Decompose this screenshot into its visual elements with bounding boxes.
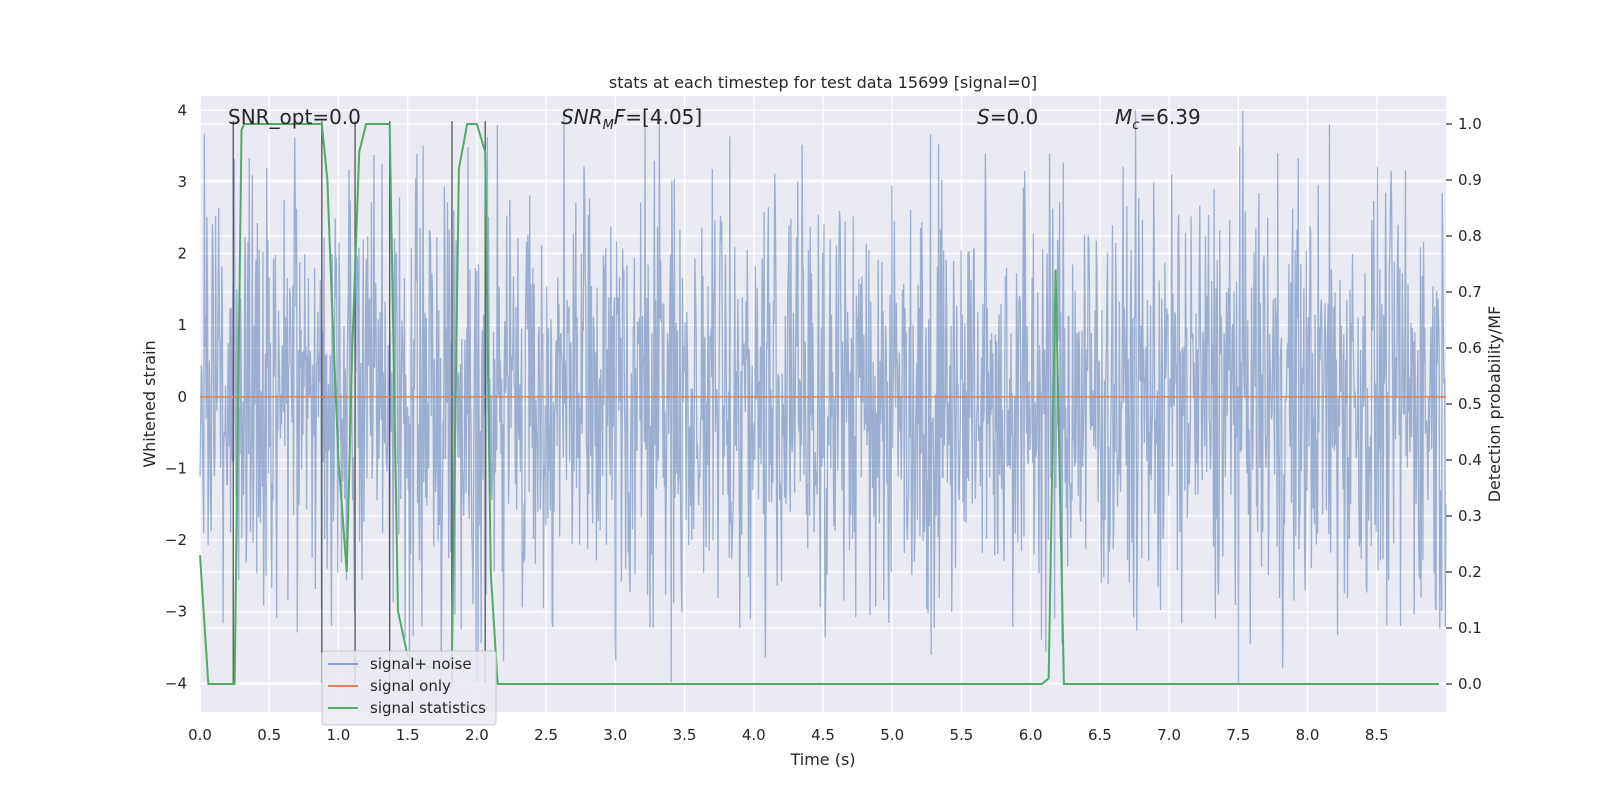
- annotation-subscript: M: [603, 118, 614, 133]
- vertical-markers: [232, 121, 486, 684]
- x-axis-ticks: 0.0 0.5 1.0 1.5 2.0 2.5 3.0 3.5 4.0 4.5 5.0 5.5 6.0 6…: [188, 726, 1389, 744]
- legend-label: signal statistics: [370, 699, 486, 717]
- x-tick-label: 8.0: [1296, 726, 1320, 744]
- x-tick-label: 0.0: [188, 726, 212, 744]
- y-tick-label: 1: [177, 316, 187, 334]
- y-right-tick-label: 0.9: [1458, 171, 1482, 189]
- annotation-mc-val: Mc=6.39: [1115, 105, 1201, 133]
- y-right-tick-label: 0.8: [1458, 227, 1482, 245]
- annotations: SNR_opt=0.0 SNRMF=[4.05] S=0.0 Mc=6.39: [228, 105, 1201, 133]
- chart-title: stats at each timestep for test data 156…: [609, 73, 1037, 92]
- y-right-tick-label: 0.5: [1458, 395, 1482, 413]
- x-tick-label: 4.0: [742, 726, 766, 744]
- y-tick-label: −2: [165, 531, 187, 549]
- annotation-symbol: M: [1115, 105, 1132, 129]
- legend: signal+ noise signal only signal statistic…: [321, 650, 497, 726]
- y-right-tick-label: 0.2: [1458, 563, 1482, 581]
- x-tick-label: 6.0: [1019, 726, 1043, 744]
- y-tick-label: 0: [177, 388, 187, 406]
- y-right-tick-label: 1.0: [1458, 115, 1482, 133]
- annotation-symbol: SNR: [561, 105, 603, 129]
- y-right-tick-label: 0.1: [1458, 619, 1482, 637]
- x-tick-label: 7.0: [1157, 726, 1181, 744]
- x-tick-label: 3.0: [603, 726, 627, 744]
- x-tick-label: 6.5: [1088, 726, 1112, 744]
- annotation-symbol-f: F: [614, 105, 626, 129]
- x-tick-label: 5.5: [950, 726, 974, 744]
- y-right-tick-label: 0.0: [1458, 675, 1482, 693]
- legend-box: [321, 650, 497, 726]
- y-axis-ticks: −4 −3 −2 −1 0 1 2 3 4: [165, 101, 187, 692]
- y-tick-label: −1: [165, 459, 187, 477]
- y-axis-label: Whitened strain: [140, 340, 159, 467]
- y-right-tick-label: 0.3: [1458, 507, 1482, 525]
- x-tick-label: 2.5: [534, 726, 558, 744]
- y-tick-label: 2: [177, 245, 187, 263]
- x-tick-label: 5.0: [880, 726, 904, 744]
- annotation-subscript: c: [1132, 118, 1139, 133]
- y-right-tick-label: 0.7: [1458, 283, 1482, 301]
- annotation-value: F=[4.05]: [614, 105, 702, 129]
- y-tick-label: −4: [165, 674, 187, 692]
- x-tick-label: 1.5: [396, 726, 420, 744]
- y-right-axis-label: Detection probability/MF: [1485, 306, 1504, 503]
- legend-label: signal+ noise: [370, 655, 472, 673]
- signal-noise-series: [199, 110, 1447, 684]
- x-tick-label: 8.5: [1365, 726, 1389, 744]
- annotation-snr-mf: SNRMF=[4.05]: [561, 105, 702, 133]
- x-tick-label: 1.0: [327, 726, 351, 744]
- y-right-tick-label: 0.6: [1458, 339, 1482, 357]
- x-axis-label: Time (s): [789, 750, 855, 769]
- y-tick-label: 4: [177, 101, 187, 119]
- y-tick-label: −3: [165, 603, 187, 621]
- annotation-s-val: S=0.0: [977, 105, 1038, 129]
- x-tick-label: 2.0: [465, 726, 489, 744]
- legend-label: signal only: [370, 677, 451, 695]
- annotation-number: =[4.05]: [625, 105, 702, 129]
- x-tick-label: 7.5: [1226, 726, 1250, 744]
- annotation-value: =0.0: [990, 105, 1039, 129]
- y-right-tick-label: 0.4: [1458, 451, 1482, 469]
- annotation-snr-opt: SNR_opt=0.0: [228, 105, 361, 129]
- y-right-axis-ticks: 0.0 0.1 0.2 0.3 0.4 0.5 0.6 0.7 0.8 0.9 1.0: [1446, 115, 1482, 693]
- x-tick-label: 4.5: [811, 726, 835, 744]
- y-tick-label: 3: [177, 173, 187, 191]
- x-tick-label: 0.5: [257, 726, 281, 744]
- x-tick-label: 3.5: [673, 726, 697, 744]
- annotation-value: =6.39: [1139, 105, 1200, 129]
- annotation-symbol: S: [977, 105, 990, 129]
- signal-noise-line: [199, 110, 1447, 684]
